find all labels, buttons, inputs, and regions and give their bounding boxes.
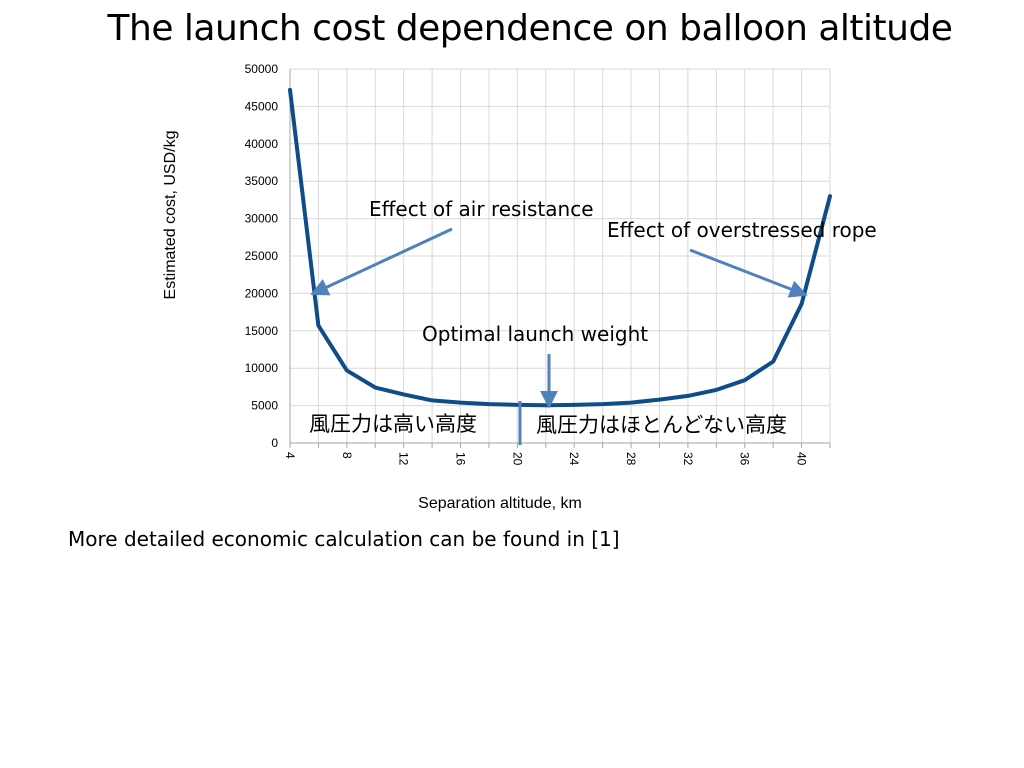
rope-stress-label: Effect of overstressed rope	[607, 218, 877, 242]
high-wind-altitude-label: 風圧力は高い高度	[309, 412, 477, 436]
x-tick-label: 20	[510, 452, 524, 466]
cost-data-point	[515, 403, 519, 407]
cost-data-point	[402, 392, 406, 396]
cost-data-point	[345, 368, 349, 372]
cost-data-point	[288, 88, 292, 92]
x-tick-label: 16	[454, 452, 468, 466]
x-tick-label: 4	[283, 452, 297, 459]
cost-data-point	[459, 401, 463, 405]
cost-data-point	[430, 398, 434, 402]
low-wind-altitude-label: 風圧力はほとんどない高度	[536, 413, 787, 437]
x-axis-title: Separation altitude, km	[418, 495, 582, 512]
y-tick-label: 40000	[245, 137, 279, 151]
annotation-labels: Effect of air resistance Effect of overst…	[309, 197, 877, 437]
x-tick-label: 36	[738, 452, 752, 466]
y-tick-label: 5000	[251, 399, 278, 413]
cost-data-point	[572, 403, 576, 407]
cost-data-point	[601, 402, 605, 406]
cost-data-point	[743, 378, 747, 382]
cost-data-point	[686, 394, 690, 398]
grid-lines	[289, 68, 831, 448]
y-tick-label: 15000	[245, 324, 279, 338]
air-resistance-arrow	[310, 227, 453, 296]
y-tick-label: 50000	[245, 62, 279, 76]
y-tick-label: 0	[271, 436, 278, 450]
x-tick-label: 40	[795, 452, 809, 466]
y-tick-label: 25000	[245, 249, 279, 263]
cost-data-point	[714, 388, 718, 392]
x-tick-label: 24	[567, 452, 581, 466]
cost-data-point	[629, 401, 633, 405]
cost-data-point	[316, 324, 320, 328]
cost-data-point	[800, 302, 804, 306]
rope-stress-arrow	[689, 248, 808, 298]
y-tick-label: 45000	[245, 99, 279, 113]
axis-ticks: 0 5000 10000 15000 20000 25000 30000 35000 40000…	[162, 62, 809, 512]
cost-data-point	[373, 386, 377, 390]
y-tick-label: 20000	[245, 286, 279, 300]
air-resistance-label: Effect of air resistance	[369, 197, 594, 221]
x-tick-label: 12	[397, 452, 411, 466]
cost-data-point	[828, 194, 832, 198]
cost-series-line	[288, 87, 832, 408]
cost-data-point	[771, 359, 775, 363]
y-axis-title: Estimated cost, USD/kg	[162, 131, 179, 300]
optimal-weight-label: Optimal launch weight	[422, 322, 648, 346]
series-layer	[288, 87, 832, 408]
footnote: More detailed economic calculation can b…	[68, 527, 620, 551]
y-tick-label: 10000	[245, 361, 279, 375]
cost-data-point	[487, 402, 491, 406]
slide-title: The launch cost dependence on balloon al…	[107, 8, 953, 49]
cost-data-point	[657, 398, 661, 402]
cost-data-point	[544, 403, 548, 407]
y-tick-label: 35000	[245, 174, 279, 188]
x-tick-label: 8	[340, 452, 354, 459]
y-tick-label: 30000	[245, 212, 279, 226]
annotation-arrows	[310, 227, 808, 445]
x-tick-label: 28	[624, 452, 638, 466]
x-tick-label: 32	[681, 452, 695, 466]
